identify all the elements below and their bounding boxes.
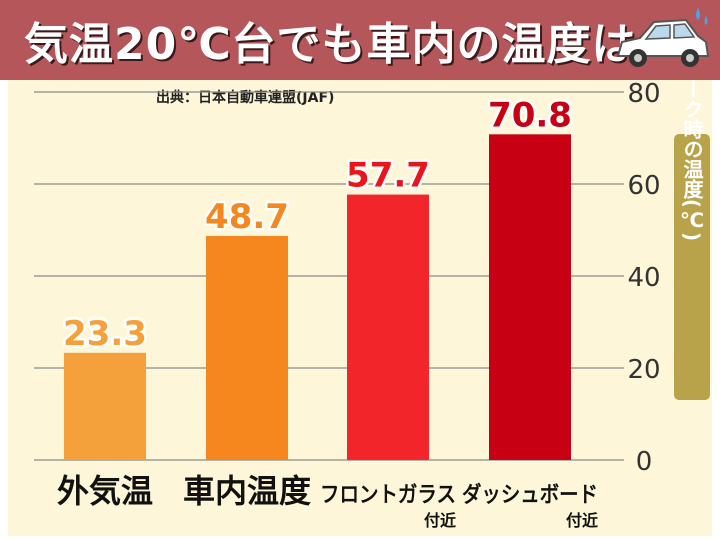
y-tick-label: 20: [627, 355, 660, 385]
value-label: 70.8: [488, 95, 572, 135]
y-axis-title: ピーク時の温度(℃): [680, 80, 704, 241]
bar: [347, 194, 429, 460]
title-bar: 気温20℃台でも車内の温度は: [0, 0, 720, 80]
value-label: 23.3: [63, 314, 147, 354]
value-label: 57.7: [346, 156, 430, 196]
category-label: 外気温: [57, 472, 153, 510]
value-labels: 23.3 48.7 57.7 70.8: [61, 93, 575, 357]
category-label: 車内温度: [183, 472, 311, 510]
y-tick-label: 60: [627, 171, 660, 201]
y-tick-label: 80: [627, 80, 660, 109]
source-note: 出典：日本自動車連盟(JAF): [156, 89, 334, 106]
category-label: フロントガラス: [320, 483, 456, 508]
bars: [64, 134, 571, 460]
y-tick-label: 0: [636, 447, 653, 477]
page-title: 気温20℃台でも車内の温度は: [24, 19, 637, 70]
value-label: 48.7: [205, 197, 289, 237]
y-tick-label: 40: [627, 263, 660, 293]
bar: [489, 134, 571, 460]
bar: [206, 235, 288, 460]
category-note: 付近: [566, 511, 598, 530]
bar: [64, 352, 146, 460]
y-axis: 0 20 40 60 80: [627, 80, 660, 477]
chart-panel: 出典：日本自動車連盟(JAF) 23.3 48.7 57.7 70.8 0 20 40 60…: [8, 80, 712, 536]
category-label: ダッシュボード: [462, 482, 598, 508]
car-icon: [616, 8, 710, 67]
y-axis-title-box: ピーク時の温度(℃): [674, 80, 710, 400]
bar-chart: 出典：日本自動車連盟(JAF) 23.3 48.7 57.7 70.8 0 20 40 60…: [34, 80, 710, 530]
category-note: 付近: [424, 511, 456, 530]
